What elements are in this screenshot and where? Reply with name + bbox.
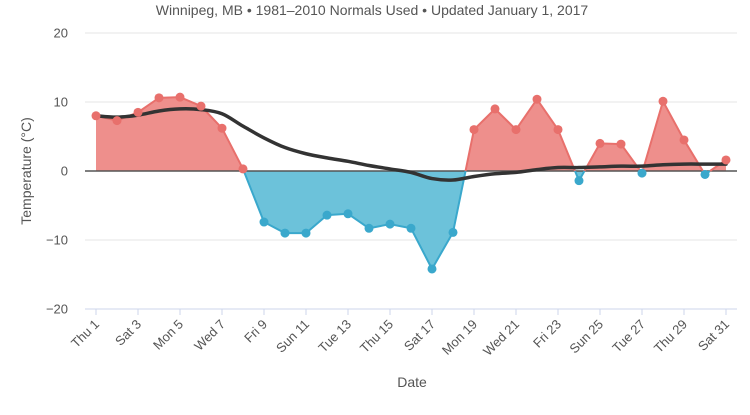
above-normal-area [465, 99, 576, 171]
data-point[interactable] [259, 217, 269, 227]
y-axis-title: Temperature (°C) [18, 117, 34, 225]
data-point[interactable] [637, 168, 647, 178]
series-points [91, 92, 731, 274]
data-point[interactable] [364, 223, 374, 233]
x-tick-label: Sun 25 [566, 317, 606, 357]
x-axis: Thu 1 Sat 3 Mon 5 Wed 7 Fri 9 Sun 11 Tue 13 Thu… [68, 308, 737, 359]
x-tick-label: Sat 17 [401, 317, 438, 354]
y-tick-label: 20 [54, 26, 68, 41]
y-tick-label: −10 [46, 233, 68, 248]
data-point[interactable] [679, 135, 689, 145]
above-normal-line [583, 142, 642, 172]
x-tick-label: Tue 27 [609, 317, 648, 356]
y-tick-label: −20 [46, 302, 68, 317]
x-tick-label: Mon 19 [439, 317, 480, 358]
data-point[interactable] [616, 139, 626, 149]
data-point[interactable] [574, 176, 584, 186]
data-point[interactable] [700, 169, 710, 179]
data-point[interactable] [322, 210, 332, 220]
x-tick-label: Wed 21 [480, 317, 522, 359]
data-point[interactable] [427, 264, 437, 274]
x-tick-label: Fri 9 [241, 317, 270, 346]
y-tick-label: 10 [54, 95, 68, 110]
data-point[interactable] [658, 96, 668, 106]
x-tick-label: Sat 31 [695, 317, 732, 354]
below-normal-area [243, 171, 466, 269]
data-point[interactable] [385, 219, 395, 229]
above-normal-line [641, 98, 704, 172]
x-tick-label: Thu 29 [651, 317, 690, 356]
x-tick-label: Mon 5 [150, 317, 186, 353]
x-tick-label: Fri 23 [530, 317, 564, 351]
data-point[interactable] [217, 123, 227, 133]
above-normal-area [584, 143, 641, 171]
series-areas [96, 97, 726, 269]
data-point[interactable] [133, 107, 143, 117]
data-point[interactable] [553, 125, 563, 135]
data-point[interactable] [175, 92, 185, 102]
data-point[interactable] [91, 111, 101, 121]
above-normal-area [642, 101, 703, 171]
data-point[interactable] [154, 93, 164, 103]
data-point[interactable] [406, 223, 416, 233]
x-tick-label: Wed 7 [191, 317, 228, 354]
data-point[interactable] [343, 209, 353, 219]
y-axis: 20 10 0 −10 −20 [46, 26, 68, 317]
data-point[interactable] [721, 155, 731, 165]
data-point[interactable] [448, 227, 458, 237]
data-point[interactable] [532, 94, 542, 104]
data-point[interactable] [595, 138, 605, 148]
x-tick-label: Thu 1 [68, 317, 102, 351]
x-tick-label: Sat 3 [112, 317, 144, 349]
data-point[interactable] [469, 125, 479, 135]
data-point[interactable] [196, 101, 206, 111]
x-tick-label: Thu 15 [357, 317, 396, 356]
data-point[interactable] [112, 116, 122, 126]
data-point[interactable] [511, 125, 521, 135]
x-tick-label: Sun 11 [273, 317, 312, 356]
data-point[interactable] [238, 164, 248, 174]
data-point[interactable] [490, 104, 500, 114]
x-tick-label: Tue 13 [315, 317, 354, 356]
x-axis-title: Date [397, 374, 427, 390]
chart-subtitle: Winnipeg, MB • 1981–2010 Normals Used • … [156, 2, 589, 18]
data-point[interactable] [301, 228, 311, 238]
data-point[interactable] [280, 228, 290, 238]
y-tick-label: 0 [61, 164, 68, 179]
